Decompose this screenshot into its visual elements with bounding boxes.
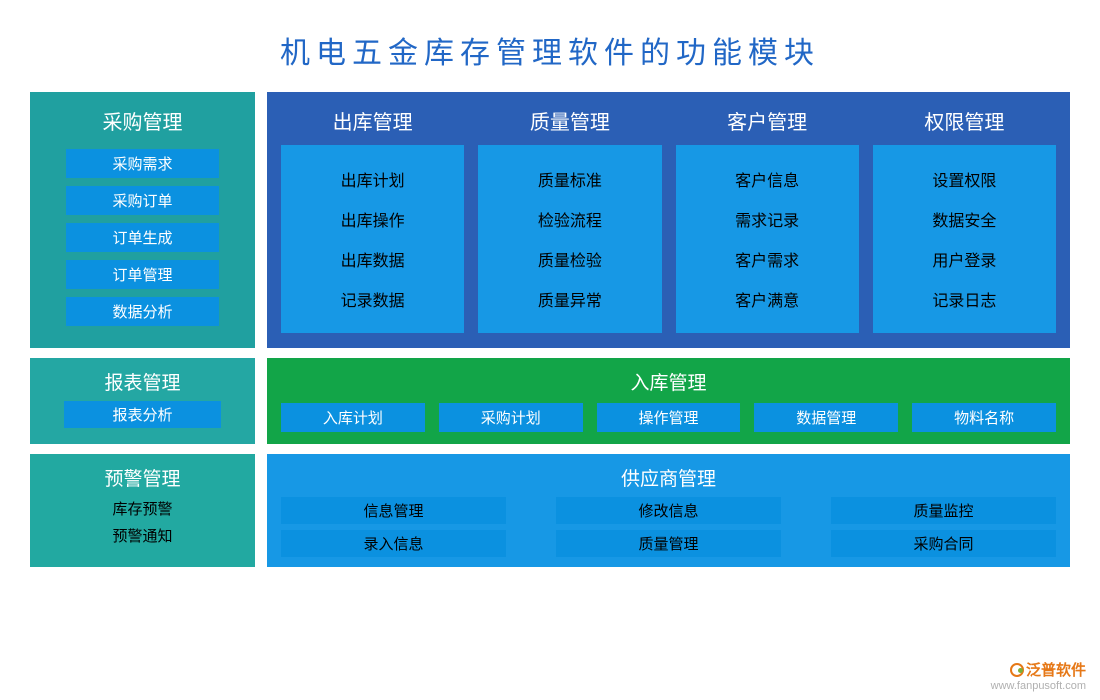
quality-item: 质量检验 bbox=[486, 239, 653, 279]
report-panel: 报表管理 报表分析 bbox=[30, 358, 255, 444]
quality-col: 质量管理 质量标准 检验流程 质量检验 质量异常 bbox=[478, 102, 661, 333]
supplier-item: 信息管理 bbox=[281, 497, 506, 524]
row-2: 报表管理 报表分析 入库管理 入库计划 采购计划 操作管理 数据管理 物料名称 bbox=[30, 358, 1070, 444]
outbound-col: 出库管理 出库计划 出库操作 出库数据 记录数据 bbox=[281, 102, 464, 333]
purchase-item: 订单管理 bbox=[66, 260, 219, 289]
report-item: 报表分析 bbox=[64, 401, 221, 428]
supplier-header: 供应商管理 bbox=[281, 462, 1056, 497]
diagram-container: 采购管理 采购需求 采购订单 订单生成 订单管理 数据分析 出库管理 出库计划 … bbox=[0, 92, 1100, 567]
supplier-item: 质量管理 bbox=[556, 530, 781, 557]
row-3: 预警管理 库存预警 预警通知 供应商管理 信息管理 录入信息 修改信息 质量管理… bbox=[30, 454, 1070, 567]
inbound-panel: 入库管理 入库计划 采购计划 操作管理 数据管理 物料名称 bbox=[267, 358, 1070, 444]
inbound-item: 采购计划 bbox=[439, 403, 583, 432]
quality-item: 质量异常 bbox=[486, 279, 653, 319]
permission-item: 用户登录 bbox=[881, 239, 1048, 279]
top-right-panel: 出库管理 出库计划 出库操作 出库数据 记录数据 质量管理 质量标准 检验流程 … bbox=[267, 92, 1070, 348]
inbound-item: 入库计划 bbox=[281, 403, 425, 432]
purchase-item: 采购需求 bbox=[66, 149, 219, 178]
inbound-item: 操作管理 bbox=[597, 403, 741, 432]
alert-header: 预警管理 bbox=[44, 462, 241, 495]
quality-header: 质量管理 bbox=[478, 102, 661, 145]
inbound-item: 物料名称 bbox=[912, 403, 1056, 432]
purchase-item: 数据分析 bbox=[66, 297, 219, 326]
customer-item: 需求记录 bbox=[684, 199, 851, 239]
outbound-item: 出库计划 bbox=[289, 159, 456, 199]
quality-item: 质量标准 bbox=[486, 159, 653, 199]
logo-icon bbox=[1010, 663, 1024, 677]
row-1: 采购管理 采购需求 采购订单 订单生成 订单管理 数据分析 出库管理 出库计划 … bbox=[30, 92, 1070, 348]
purchase-mgmt-header: 采购管理 bbox=[44, 102, 241, 145]
customer-col: 客户管理 客户信息 需求记录 客户需求 客户满意 bbox=[676, 102, 859, 333]
supplier-item: 修改信息 bbox=[556, 497, 781, 524]
page-title: 机电五金库存管理软件的功能模块 bbox=[0, 0, 1100, 92]
inbound-item: 数据管理 bbox=[754, 403, 898, 432]
alert-panel: 预警管理 库存预警 预警通知 bbox=[30, 454, 255, 567]
outbound-header: 出库管理 bbox=[281, 102, 464, 145]
supplier-item: 录入信息 bbox=[281, 530, 506, 557]
outbound-item: 出库操作 bbox=[289, 199, 456, 239]
report-header: 报表管理 bbox=[44, 366, 241, 401]
supplier-item: 质量监控 bbox=[831, 497, 1056, 524]
outbound-item: 记录数据 bbox=[289, 279, 456, 319]
supplier-panel: 供应商管理 信息管理 录入信息 修改信息 质量管理 质量监控 采购合同 bbox=[267, 454, 1070, 567]
permission-col: 权限管理 设置权限 数据安全 用户登录 记录日志 bbox=[873, 102, 1056, 333]
customer-header: 客户管理 bbox=[676, 102, 859, 145]
supplier-item: 采购合同 bbox=[831, 530, 1056, 557]
permission-item: 数据安全 bbox=[881, 199, 1048, 239]
customer-item: 客户需求 bbox=[684, 239, 851, 279]
alert-item: 库存预警 bbox=[44, 495, 241, 522]
quality-item: 检验流程 bbox=[486, 199, 653, 239]
watermark-brand: 泛普软件 bbox=[1026, 662, 1086, 679]
watermark-url: www.fanpusoft.com bbox=[991, 680, 1086, 692]
outbound-item: 出库数据 bbox=[289, 239, 456, 279]
permission-item: 设置权限 bbox=[881, 159, 1048, 199]
purchase-item: 订单生成 bbox=[66, 223, 219, 252]
alert-item: 预警通知 bbox=[44, 522, 241, 549]
customer-item: 客户满意 bbox=[684, 279, 851, 319]
watermark: 泛普软件 www.fanpusoft.com bbox=[991, 659, 1086, 692]
purchase-mgmt-panel: 采购管理 采购需求 采购订单 订单生成 订单管理 数据分析 bbox=[30, 92, 255, 348]
purchase-item: 采购订单 bbox=[66, 186, 219, 215]
permission-item: 记录日志 bbox=[881, 279, 1048, 319]
inbound-header: 入库管理 bbox=[281, 366, 1056, 403]
customer-item: 客户信息 bbox=[684, 159, 851, 199]
permission-header: 权限管理 bbox=[873, 102, 1056, 145]
